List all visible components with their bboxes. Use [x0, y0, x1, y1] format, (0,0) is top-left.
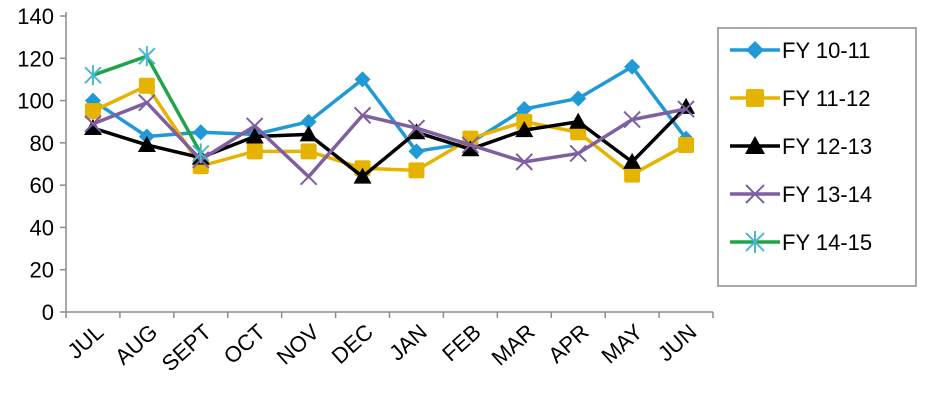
data-point	[192, 124, 209, 141]
data-point	[84, 65, 102, 86]
data-point	[408, 162, 425, 179]
data-point	[678, 136, 695, 153]
y-tick-label: 120	[17, 46, 54, 71]
data-point	[137, 135, 156, 152]
series-line	[92, 105, 688, 179]
legend-item: FY 10-11	[730, 38, 870, 63]
data-point	[677, 100, 695, 118]
legend-label: FY 10-11	[782, 38, 870, 63]
data-point	[461, 136, 480, 154]
data-point	[407, 119, 426, 137]
data-point	[745, 136, 765, 154]
data-point	[138, 93, 156, 112]
data-point	[516, 101, 533, 118]
x-tick-label: APR	[543, 319, 593, 368]
data-point	[299, 167, 318, 186]
y-tick-label: 40	[30, 215, 54, 240]
data-point	[246, 117, 264, 135]
x-tick-label: SEPT	[157, 319, 216, 376]
data-point	[745, 231, 765, 253]
data-point	[245, 127, 264, 144]
y-tick-label: 100	[17, 89, 54, 114]
data-point	[300, 143, 317, 160]
legend: FY 10-11 FY 11-12 FY 12-13 FY 13-14 FY 14-15	[717, 27, 917, 287]
y-tick-label: 20	[30, 258, 54, 283]
data-point	[138, 46, 156, 67]
x-tick-label: MAY	[597, 319, 648, 369]
series-fy-11-12	[84, 77, 695, 183]
legend-item: FY 14-15	[730, 230, 872, 255]
series-line	[91, 64, 688, 154]
legend-label: FY 11-12	[782, 86, 870, 111]
data-point	[192, 143, 210, 164]
data-point	[353, 167, 372, 184]
y-tick-label: 60	[30, 173, 54, 198]
legend-label: FY 14-15	[782, 230, 872, 255]
data-point	[623, 152, 642, 169]
series-fy-10-11	[84, 58, 695, 160]
series-lines	[83, 46, 696, 186]
data-point	[84, 115, 102, 133]
series-line	[92, 84, 687, 177]
x-tick-label: DEC	[327, 319, 378, 369]
legend-item: FY 12-13	[730, 134, 872, 159]
y-tick-label: 0	[42, 300, 54, 325]
x-tick-label: JAN	[384, 319, 432, 365]
x-tick-label: NOV	[272, 319, 324, 370]
x-tick-label: JUL	[63, 319, 109, 364]
x-tick-label: FEB	[437, 319, 486, 366]
series-fy-13-14	[84, 93, 695, 186]
x-tick-label: OCT	[219, 319, 270, 369]
series-fy-14-15	[84, 46, 210, 164]
x-tick-label: MAR	[487, 319, 540, 370]
data-point	[408, 143, 425, 160]
data-point	[83, 119, 102, 136]
data-point	[746, 89, 764, 107]
data-point	[515, 153, 533, 171]
data-point	[745, 184, 765, 204]
data-point	[569, 112, 588, 129]
legend-label: FY 12-13	[782, 134, 872, 159]
series-line	[92, 100, 687, 179]
data-point	[407, 123, 426, 140]
y-tick-label: 80	[30, 131, 54, 156]
data-point	[570, 90, 587, 107]
data-point	[461, 140, 480, 157]
legend-item: FY 11-12	[730, 86, 870, 111]
data-point	[84, 103, 101, 120]
data-point	[569, 144, 587, 163]
y-tick-label: 140	[17, 4, 54, 29]
data-point	[246, 143, 263, 160]
x-tick-label: AUG	[110, 319, 162, 369]
series-fy-12-13	[83, 97, 696, 184]
data-point	[746, 41, 764, 59]
data-point	[138, 77, 155, 94]
data-point	[300, 113, 317, 130]
x-tick-label: JUN	[653, 319, 702, 366]
data-point	[299, 125, 318, 142]
data-point	[353, 106, 372, 125]
data-point	[624, 58, 641, 75]
data-point	[515, 121, 534, 138]
legend-item: FY 13-14	[730, 182, 872, 207]
data-point	[623, 110, 641, 129]
data-point	[624, 166, 641, 183]
data-point	[354, 71, 371, 88]
legend-label: FY 13-14	[782, 182, 872, 207]
